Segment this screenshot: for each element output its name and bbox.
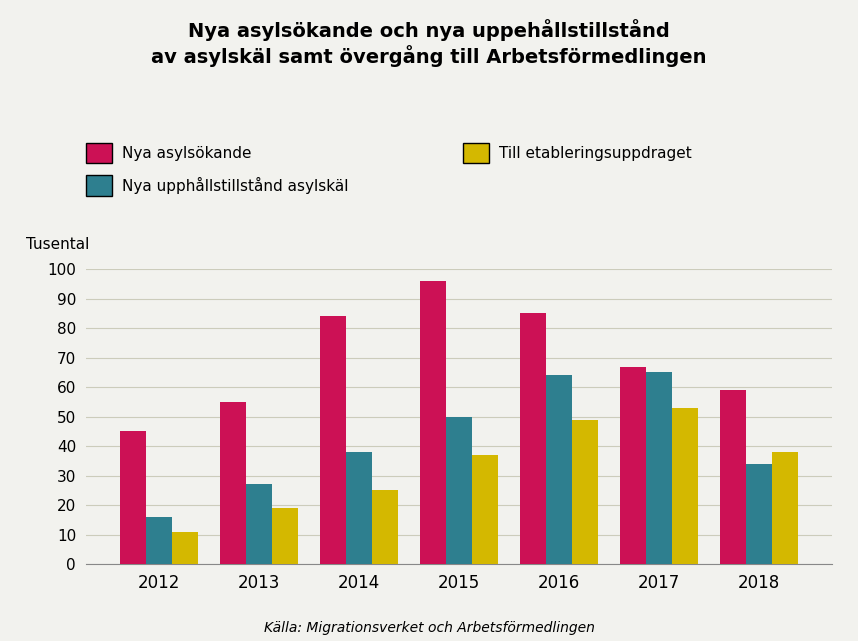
Bar <box>546 376 572 564</box>
Bar <box>446 417 472 564</box>
Text: Till etableringsuppdraget: Till etableringsuppdraget <box>499 146 692 161</box>
Bar <box>672 408 698 564</box>
Bar <box>772 452 798 564</box>
Bar <box>320 317 346 564</box>
Bar <box>346 452 372 564</box>
Bar <box>572 420 598 564</box>
Text: Nya asylsökande: Nya asylsökande <box>122 146 251 161</box>
Bar <box>120 431 146 564</box>
Bar <box>520 313 546 564</box>
Text: Nya asylsökande och nya uppehållstillstånd
av asylskäl samt övergång till Arbets: Nya asylsökande och nya uppehållstillstå… <box>151 19 707 67</box>
Bar <box>246 485 272 564</box>
Bar <box>746 464 772 564</box>
Bar <box>420 281 446 564</box>
Text: Tusental: Tusental <box>26 237 89 251</box>
Bar <box>720 390 746 564</box>
Bar <box>172 531 198 564</box>
Bar <box>220 402 246 564</box>
Bar <box>272 508 298 564</box>
Bar <box>146 517 172 564</box>
Bar <box>472 455 498 564</box>
Text: Källa: Migrationsverket och Arbetsförmedlingen: Källa: Migrationsverket och Arbetsförmed… <box>263 620 595 635</box>
Bar <box>646 372 672 564</box>
Bar <box>372 490 398 564</box>
Text: Nya upphållstillstånd asylskäl: Nya upphållstillstånd asylskäl <box>122 177 348 194</box>
Bar <box>620 367 646 564</box>
